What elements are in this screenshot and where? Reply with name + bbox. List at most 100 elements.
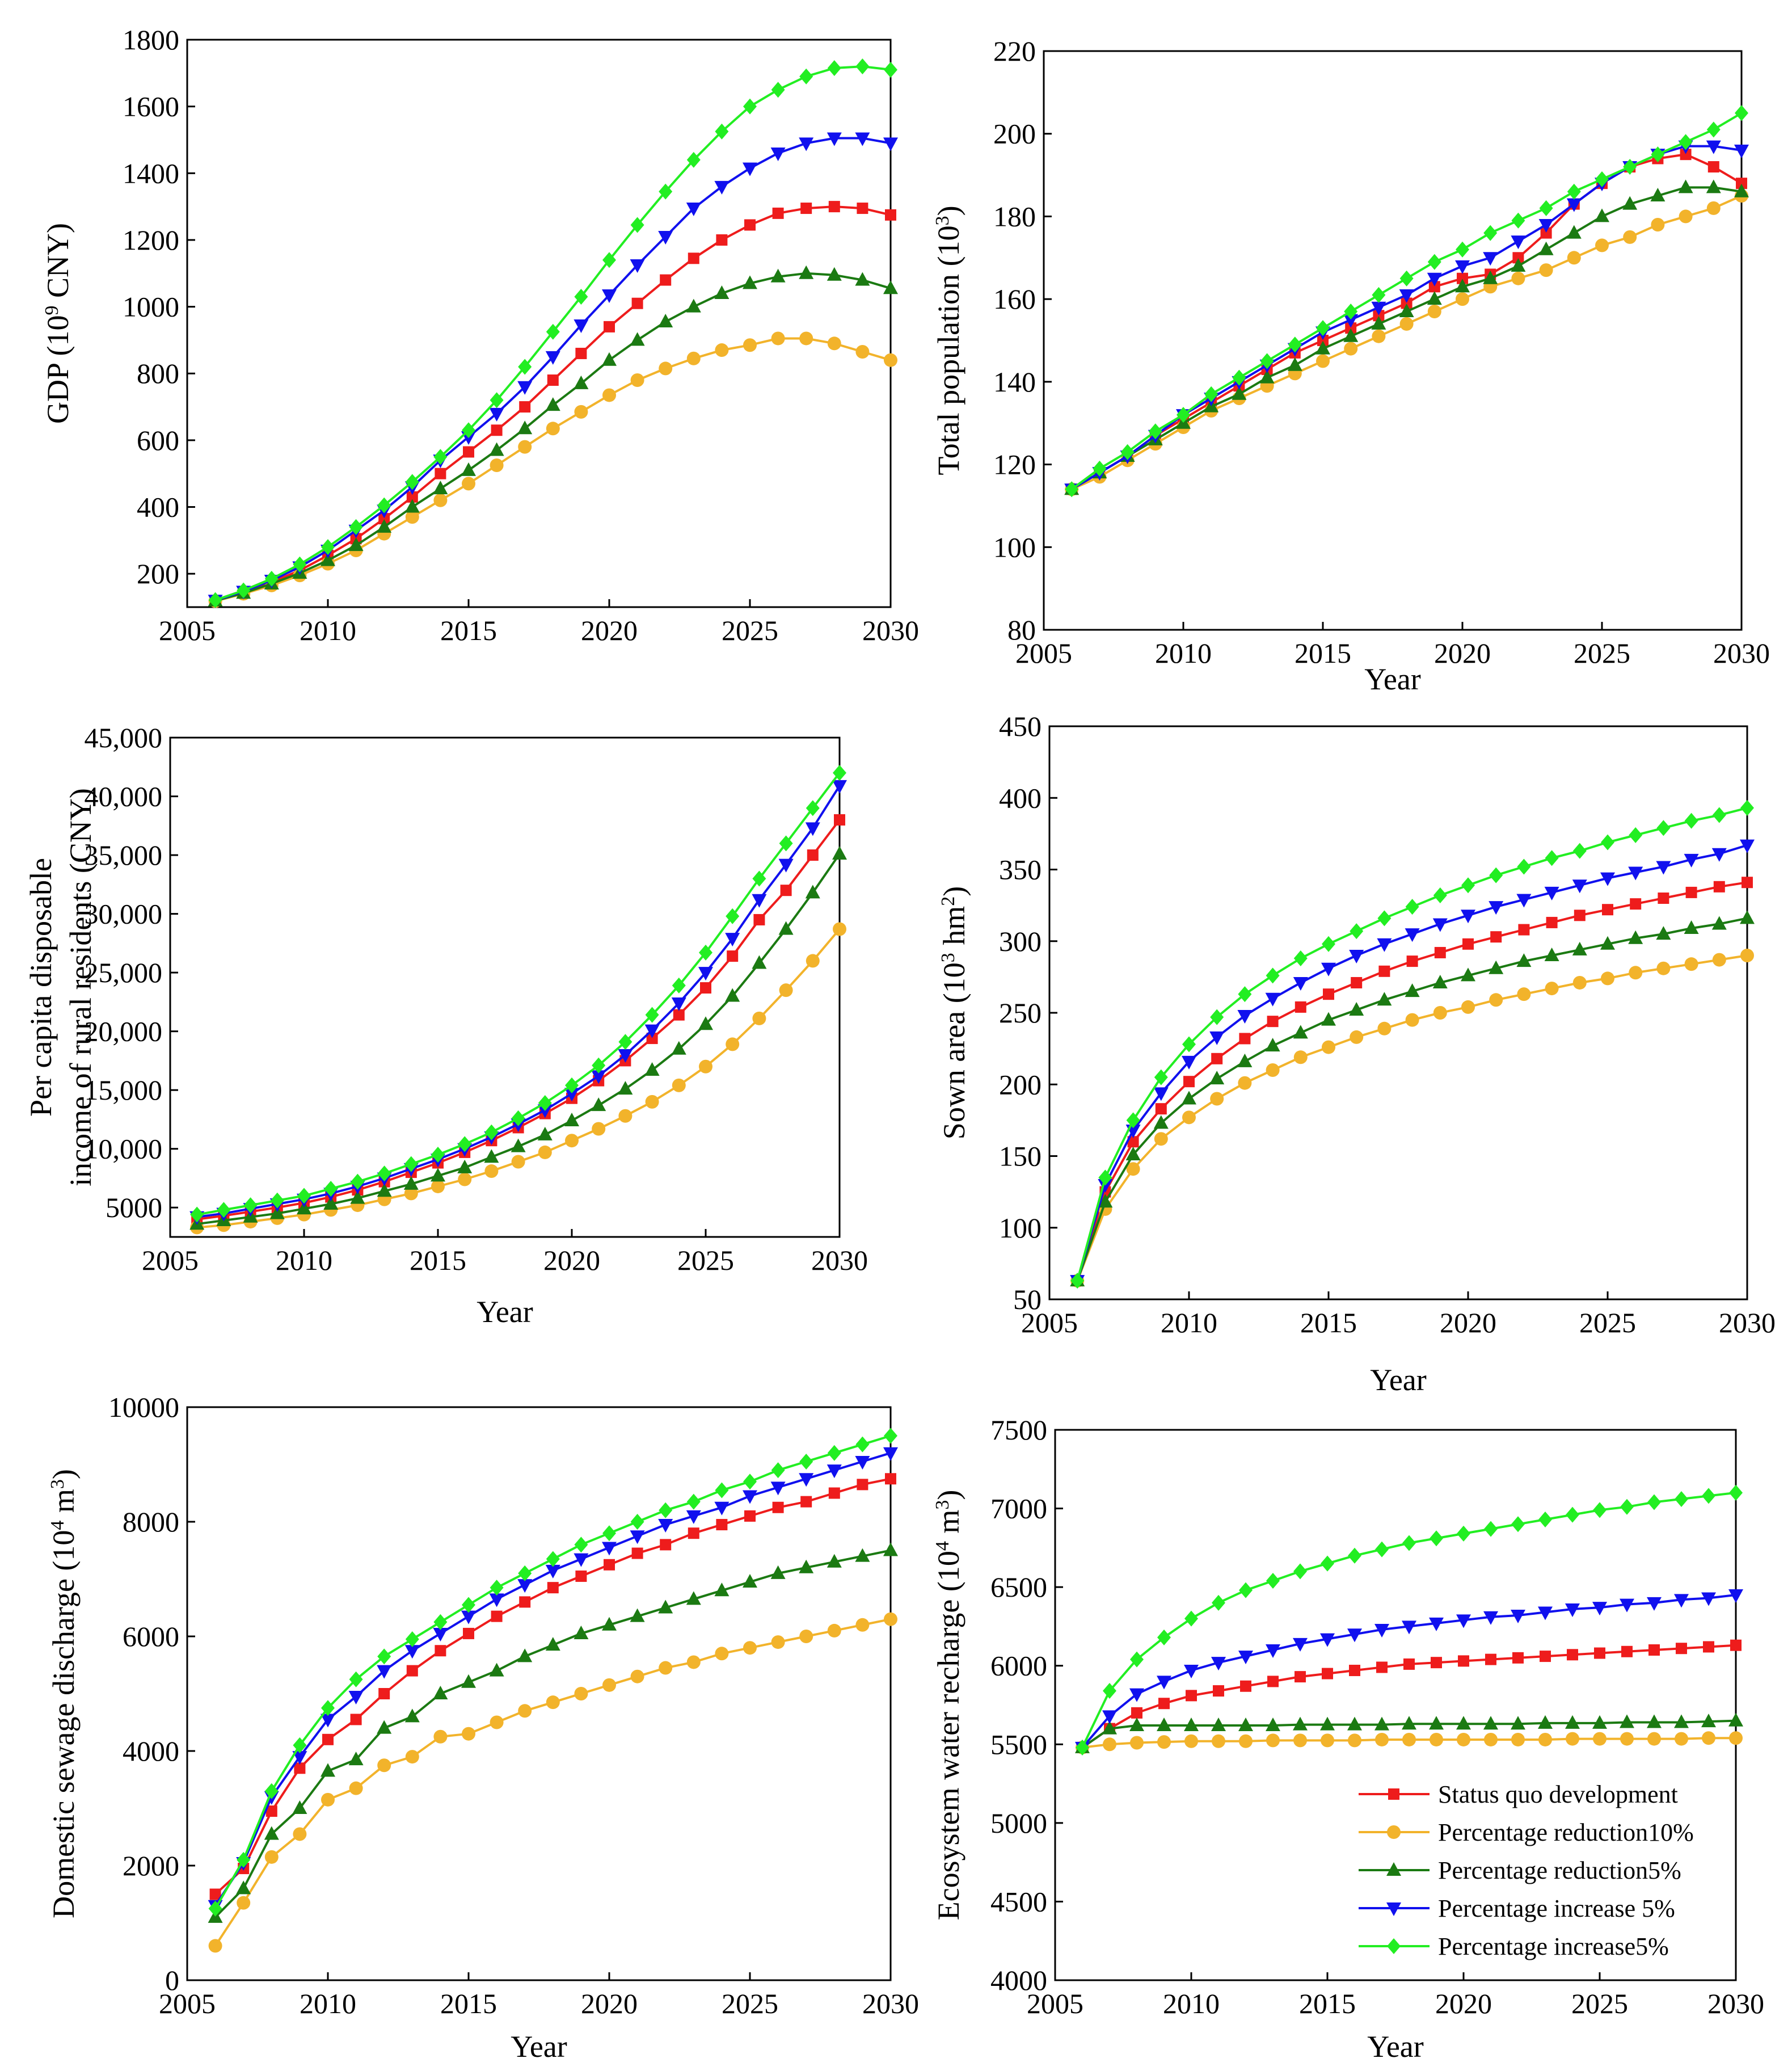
data-point-reduction10 bbox=[574, 405, 588, 419]
data-point-increase5_a bbox=[1674, 1594, 1689, 1608]
data-point-increase5_a bbox=[1129, 1688, 1144, 1702]
data-point-increase5_b bbox=[1629, 827, 1643, 843]
x-tick-label: 2030 bbox=[1719, 1307, 1776, 1338]
data-point-reduction10 bbox=[1595, 238, 1609, 252]
data-point-reduction10 bbox=[574, 1687, 588, 1700]
data-point-reduction10 bbox=[1740, 949, 1754, 962]
data-point-status_quo bbox=[1512, 252, 1524, 264]
data-point-increase5_a bbox=[799, 137, 814, 151]
data-point-status_quo bbox=[753, 914, 765, 925]
data-point-increase5_b bbox=[659, 1502, 673, 1518]
series-increase5_b bbox=[1065, 105, 1748, 498]
data-point-status_quo bbox=[646, 1033, 658, 1045]
data-point-increase5_b bbox=[1103, 1683, 1116, 1699]
data-point-reduction5 bbox=[1678, 179, 1693, 193]
legend-item-status_quo: Status quo development bbox=[1359, 1780, 1678, 1808]
data-point-increase5_a bbox=[855, 1455, 870, 1470]
data-point-reduction5 bbox=[1315, 340, 1330, 355]
data-point-reduction10 bbox=[827, 336, 841, 351]
data-point-increase5_a bbox=[855, 132, 870, 146]
data-point-reduction10 bbox=[1239, 1734, 1253, 1748]
data-point-increase5_b bbox=[771, 1462, 785, 1479]
data-point-increase5_b bbox=[1126, 1112, 1140, 1129]
data-point-reduction5 bbox=[1489, 960, 1504, 974]
x-axis-label: Year bbox=[1367, 2030, 1424, 2064]
data-point-increase5_b bbox=[574, 1537, 588, 1553]
data-point-reduction10 bbox=[1238, 1076, 1252, 1090]
data-point-reduction5 bbox=[537, 1126, 553, 1140]
data-point-reduction10 bbox=[1623, 230, 1637, 244]
data-point-reduction5 bbox=[404, 1708, 420, 1723]
data-point-increase5_b bbox=[779, 835, 793, 852]
data-point-reduction5 bbox=[1102, 1720, 1117, 1735]
data-point-increase5_b bbox=[1093, 460, 1107, 477]
data-point-reduction5 bbox=[1455, 279, 1470, 293]
data-point-increase5_b bbox=[1702, 1488, 1715, 1504]
data-point-status_quo bbox=[1406, 955, 1418, 967]
y-tick-label: 5500 bbox=[990, 1728, 1047, 1760]
data-point-increase5_a bbox=[1572, 879, 1587, 894]
data-point-increase5_b bbox=[1712, 807, 1726, 823]
y-tick-label: 4500 bbox=[990, 1885, 1047, 1917]
data-point-status_quo bbox=[1428, 281, 1440, 293]
data-point-reduction10 bbox=[1321, 1733, 1334, 1748]
data-point-increase5_a bbox=[1429, 1617, 1444, 1631]
data-point-status_quo bbox=[800, 203, 812, 214]
data-point-reduction5 bbox=[404, 499, 420, 513]
data-point-status_quo bbox=[1213, 1685, 1224, 1697]
data-point-reduction5 bbox=[1153, 1115, 1169, 1129]
data-point-status_quo bbox=[1707, 161, 1719, 172]
data-point-status_quo bbox=[1267, 1016, 1279, 1028]
data-point-increase5_a bbox=[1711, 848, 1727, 862]
data-point-reduction10 bbox=[1567, 251, 1581, 265]
legend-marker bbox=[1388, 1788, 1399, 1800]
data-point-status_quo bbox=[1131, 1707, 1142, 1719]
data-point-reduction10 bbox=[1538, 1732, 1552, 1746]
data-point-increase5_b bbox=[1120, 444, 1135, 460]
data-point-reduction10 bbox=[1433, 1006, 1447, 1020]
data-point-increase5_b bbox=[1350, 923, 1364, 940]
data-point-reduction5 bbox=[1461, 967, 1475, 982]
data-point-increase5_b bbox=[1402, 1535, 1416, 1551]
data-point-reduction10 bbox=[1484, 1732, 1498, 1746]
y-tick-label: 200 bbox=[993, 118, 1036, 150]
data-point-reduction10 bbox=[1154, 1132, 1168, 1146]
x-tick-label: 2020 bbox=[543, 1244, 600, 1276]
data-point-reduction10 bbox=[1377, 1021, 1392, 1036]
data-point-reduction5 bbox=[1432, 974, 1448, 988]
data-point-reduction10 bbox=[1130, 1736, 1144, 1750]
data-point-status_quo bbox=[1594, 1647, 1605, 1659]
data-point-reduction10 bbox=[771, 331, 785, 346]
data-point-status_quo bbox=[322, 1733, 334, 1745]
data-point-reduction10 bbox=[827, 1623, 841, 1638]
data-point-reduction5 bbox=[805, 885, 820, 899]
data-point-reduction5 bbox=[1182, 1091, 1196, 1105]
legend-item-reduction5: Percentage reduction5% bbox=[1359, 1857, 1681, 1884]
y-tick-label: 40,000 bbox=[85, 781, 163, 813]
data-point-increase5_a bbox=[752, 894, 767, 908]
data-point-reduction5 bbox=[403, 1176, 419, 1190]
data-point-increase5_a bbox=[1427, 272, 1442, 287]
legend-marker bbox=[1387, 1938, 1401, 1954]
data-point-reduction10 bbox=[1427, 305, 1441, 318]
data-point-reduction10 bbox=[1729, 1731, 1743, 1745]
data-point-increase5_b bbox=[377, 497, 391, 513]
series-increase5_a bbox=[208, 1447, 898, 1914]
data-point-status_quo bbox=[1736, 178, 1747, 190]
data-point-increase5_a bbox=[1102, 1710, 1117, 1724]
data-point-increase5_b bbox=[630, 1514, 644, 1530]
data-point-reduction5 bbox=[658, 314, 673, 328]
data-point-status_quo bbox=[744, 1510, 756, 1522]
data-point-reduction5 bbox=[517, 1648, 533, 1662]
y-axis-label: Domestic sewage discharge (104 m3) bbox=[47, 1469, 81, 1918]
data-point-reduction10 bbox=[1545, 982, 1559, 996]
x-tick-label: 2010 bbox=[300, 614, 356, 646]
series-increase5_b bbox=[208, 1428, 897, 1917]
data-point-increase5_b bbox=[1184, 1610, 1198, 1627]
data-point-status_quo bbox=[575, 1570, 587, 1582]
data-point-increase5_b bbox=[1405, 899, 1419, 915]
data-point-increase5_a bbox=[1402, 1620, 1416, 1635]
data-point-increase5_b bbox=[324, 1181, 338, 1197]
data-point-increase5_b bbox=[433, 449, 448, 465]
data-point-status_quo bbox=[1540, 227, 1552, 239]
